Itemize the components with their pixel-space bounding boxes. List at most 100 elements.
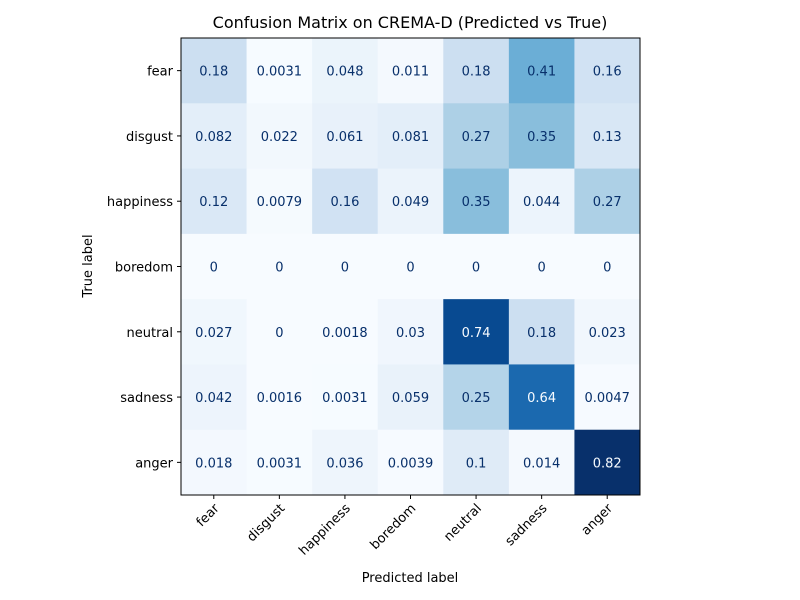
- cell-value-label: 0.0039: [388, 456, 434, 471]
- x-tick-label: boredom: [368, 501, 420, 553]
- cell-value-label: 0.13: [593, 130, 622, 145]
- y-axis-ticks: fear disgust happiness boredom neutral sadnes…: [107, 65, 181, 471]
- heatmap-cell: [574, 38, 641, 104]
- heatmap-cell: [181, 103, 248, 170]
- cell-value-label: 0.0018: [322, 326, 368, 341]
- cell-value-label: 0.048: [326, 65, 363, 80]
- heatmap-cell: [181, 233, 248, 300]
- heatmap-cell: [377, 103, 444, 170]
- heatmap-cell: [377, 233, 444, 300]
- heatmap-cell: [508, 103, 575, 170]
- heatmap-cell: [508, 168, 575, 235]
- cell-value-label: 0: [275, 326, 283, 341]
- heatmap-cell: [508, 299, 575, 365]
- x-tick-label: anger: [579, 501, 617, 539]
- cell-value-label: 0.049: [392, 195, 429, 210]
- chart-title: Confusion Matrix on CREMA-D (Predicted v…: [213, 13, 608, 32]
- heatmap-cell: [508, 364, 575, 431]
- cell-value-label: 0.0031: [257, 456, 303, 471]
- cell-value-label: 0.042: [195, 391, 232, 406]
- heatmap-cell: [312, 299, 379, 365]
- heatmap-cell: [574, 103, 641, 170]
- cell-value-label: 0.27: [593, 195, 622, 210]
- heatmap-cell: [246, 233, 313, 300]
- cell-value-label: 0.18: [199, 65, 228, 80]
- cell-value-label: 0.25: [462, 391, 491, 406]
- cell-value-label: 0.82: [593, 456, 622, 471]
- cell-value-labels: 0.18 0.0031 0.048 0.011 0.18 0.41 0.16 0.082 0.0…: [195, 65, 630, 472]
- cell-value-label: 0: [275, 261, 283, 276]
- heatmap-cell: [246, 168, 313, 235]
- cell-value-label: 0.011: [392, 65, 429, 80]
- cell-value-label: 0.0016: [257, 391, 303, 406]
- heatmap-cell: [246, 103, 313, 170]
- y-tick-label: fear: [147, 65, 174, 80]
- heatmap-cell: [246, 364, 313, 431]
- heatmap-cell: [312, 38, 379, 104]
- cell-value-label: 0: [538, 261, 546, 276]
- cell-value-label: 0: [472, 261, 480, 276]
- cell-value-label: 0.16: [330, 195, 359, 210]
- heatmap-cell: [508, 429, 575, 496]
- heatmap-cell: [181, 299, 248, 365]
- cell-value-label: 0.044: [523, 195, 560, 210]
- cell-value-label: 0.0047: [584, 391, 630, 406]
- heatmap-cell: [181, 168, 248, 235]
- heatmap-cell: [574, 233, 641, 300]
- cell-value-label: 0.03: [396, 326, 425, 341]
- heatmap-cell: [508, 233, 575, 300]
- cell-value-label: 0.027: [195, 326, 232, 341]
- y-axis-label: True label: [81, 234, 96, 298]
- cell-value-label: 0.018: [195, 456, 232, 471]
- heatmap-cell: [246, 299, 313, 365]
- x-tick-label: neutral: [441, 501, 484, 544]
- heatmap-cell: [312, 429, 379, 496]
- heatmap-cell: [181, 38, 248, 104]
- cell-value-label: 0.18: [462, 65, 491, 80]
- heatmap-cell: [377, 364, 444, 431]
- heatmap-cell: [312, 233, 379, 300]
- cell-value-label: 0.014: [523, 456, 560, 471]
- cell-value-label: 0.081: [392, 130, 429, 145]
- heatmap-cell: [443, 364, 510, 431]
- heatmap-cells: [181, 38, 641, 496]
- cell-value-label: 0: [341, 261, 349, 276]
- cell-value-label: 0.0031: [257, 65, 303, 80]
- cell-value-label: 0.061: [326, 130, 363, 145]
- cell-value-label: 0.0079: [257, 195, 303, 210]
- heatmap-cell: [574, 168, 641, 235]
- cell-value-label: 0.64: [527, 391, 556, 406]
- heatmap-cell: [181, 429, 248, 496]
- cell-value-label: 0.036: [326, 456, 363, 471]
- heatmap-cell: [377, 429, 444, 496]
- cell-value-label: 0.18: [527, 326, 556, 341]
- heatmap-cell: [246, 38, 313, 104]
- heatmap-cell: [181, 364, 248, 431]
- heatmap-cell: [574, 429, 641, 496]
- heatmap-cell: [377, 168, 444, 235]
- heatmap-cell: [377, 38, 444, 104]
- heatmap-cell: [377, 299, 444, 365]
- heatmap-cell: [574, 299, 641, 365]
- heatmap-cell: [312, 364, 379, 431]
- y-tick-label: disgust: [126, 130, 173, 145]
- heatmap-cell: [443, 168, 510, 235]
- cell-value-label: 0: [210, 261, 218, 276]
- heatmap-cell: [246, 429, 313, 496]
- heatmap-cell: [312, 103, 379, 170]
- y-tick-label: neutral: [127, 326, 174, 341]
- y-tick-label: anger: [135, 456, 173, 471]
- y-tick-label: sadness: [120, 391, 173, 406]
- cell-value-label: 0.74: [462, 326, 491, 341]
- x-tick-label: happiness: [296, 501, 354, 559]
- cell-value-label: 0.023: [589, 326, 626, 341]
- cell-value-label: 0.16: [593, 65, 622, 80]
- x-axis-label: Predicted label: [362, 571, 459, 586]
- cell-value-label: 0.059: [392, 391, 429, 406]
- heatmap-cell: [312, 168, 379, 235]
- cell-value-label: 0: [406, 261, 414, 276]
- heatmap-cell: [443, 103, 510, 170]
- cell-value-label: 0.35: [462, 195, 491, 210]
- cell-value-label: 0.41: [527, 65, 556, 80]
